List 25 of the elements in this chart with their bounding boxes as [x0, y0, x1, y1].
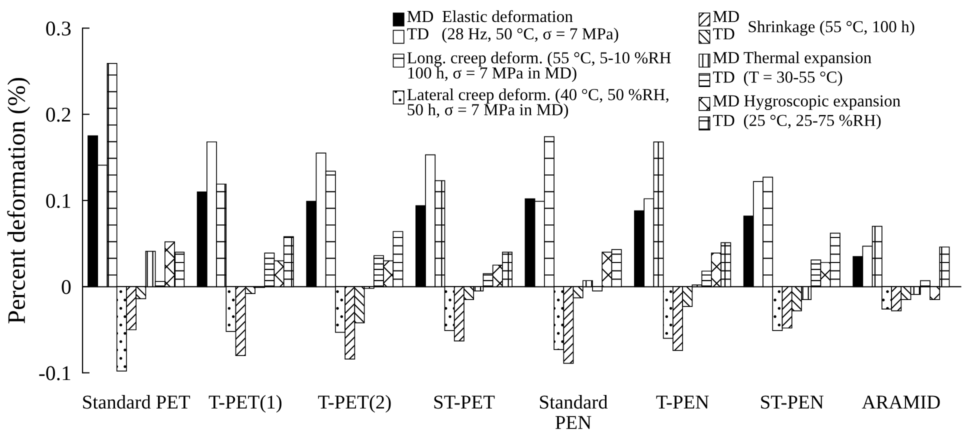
- legend-label: TD (28 Hz, 50 °C, σ = 7 MPa): [407, 28, 618, 43]
- legend-label: MD Hygroscopic expansion: [713, 95, 900, 110]
- x-tick-label: T-PET(1): [208, 395, 282, 413]
- legend-label: MD Thermal expansion: [713, 52, 872, 67]
- annotation: Shrinkage (55 °C, 100 h): [748, 20, 914, 36]
- y-tick-label: 0: [62, 280, 71, 294]
- legend-label: Long. creep deform. (55 °C, 5-10 %RH 100 h, σ = 7 MPa in MD): [407, 52, 671, 82]
- y-axis-title: Percent deformation (%): [7, 78, 30, 324]
- x-tick-label: ARAMID: [862, 396, 940, 409]
- x-tick-label: T-PET(2): [318, 395, 391, 413]
- y-tick-label: 0.2: [46, 108, 70, 122]
- legend-label: MD Elastic deformation: [407, 10, 573, 22]
- x-tick-label: Standard PET: [83, 395, 190, 409]
- legend-label: TD (T = 30-55 °C): [713, 71, 842, 86]
- legend-label: Lateral creep deform. (40 °C, 50 %RH, 50 h, σ = 7 MPa in MD): [407, 88, 668, 119]
- x-tick-label: T-PEN: [656, 396, 709, 409]
- x-tick-label: ST-PEN: [761, 396, 824, 409]
- y-tick-label: 0.3: [46, 22, 71, 36]
- legend-label: MD: [713, 11, 739, 22]
- x-tick-label: Standard PEN: [540, 395, 608, 429]
- legend-label: TD: [713, 28, 734, 40]
- legend-label: TD (25 °C, 25-75 %RH): [713, 114, 881, 130]
- x-tick-label: ST-PET: [434, 396, 495, 409]
- y-tick-label: 0.1: [46, 194, 70, 208]
- y-tick-label: -0.1: [39, 366, 70, 380]
